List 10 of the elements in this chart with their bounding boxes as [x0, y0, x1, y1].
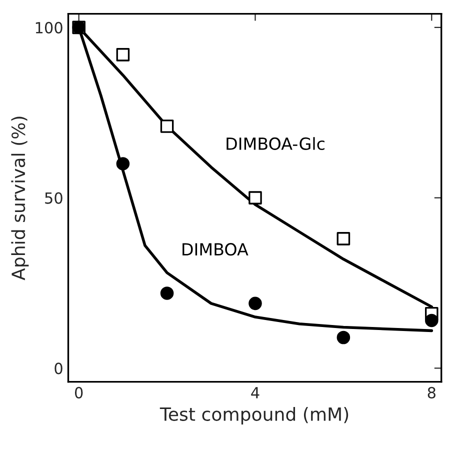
y-tick-label: 0: [54, 362, 62, 374]
x-axis-title: Test compound (mM): [160, 407, 348, 424]
series-label: DIMBOA-Glc: [226, 137, 324, 150]
y-tick-label: 100: [36, 22, 62, 34]
series-label: DIMBOA: [182, 243, 248, 256]
y-axis-title: Aphid survival (%): [11, 116, 29, 280]
x-tick-label: 4: [251, 387, 260, 398]
x-tick-label: 0: [74, 386, 83, 398]
y-tick-label: 50: [45, 192, 62, 204]
x-tick-label: 8: [428, 386, 436, 398]
